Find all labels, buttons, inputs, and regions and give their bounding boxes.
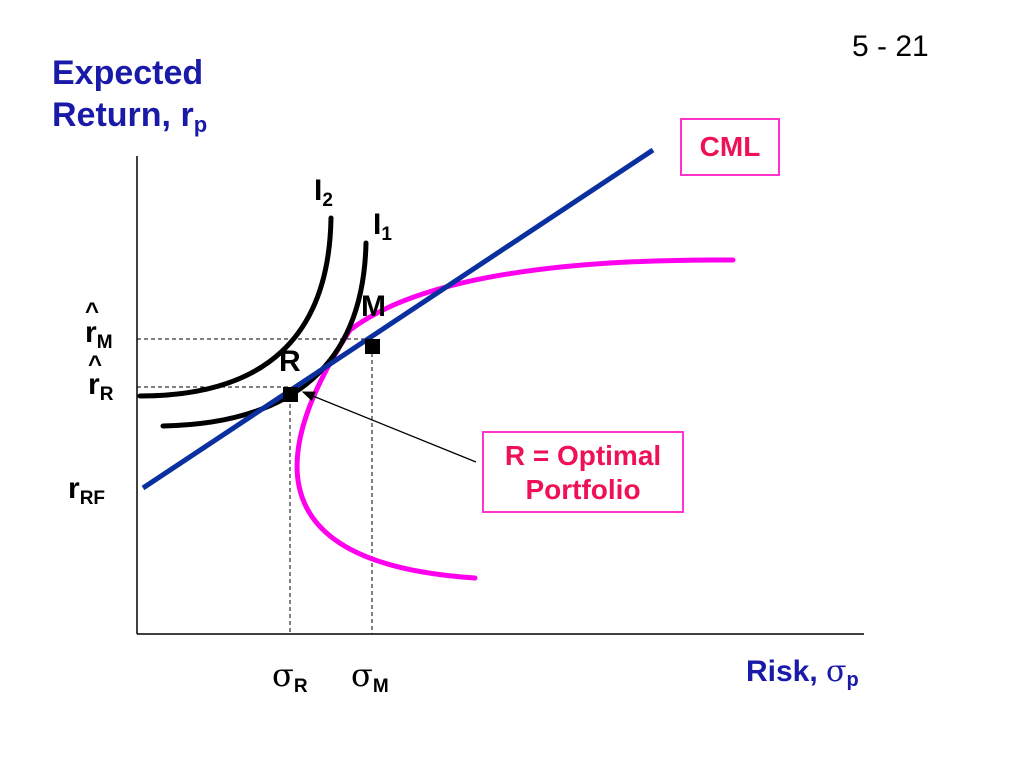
page-number: 5 - 21	[852, 30, 929, 63]
rm-label-main: r	[85, 316, 97, 349]
rm-hat: ^	[85, 298, 100, 325]
optimal-portfolio-line2: Portfolio	[525, 474, 641, 505]
point-r-marker	[283, 387, 298, 402]
rr-label-main: r	[88, 368, 100, 401]
y-axis-label-text: Return, r	[52, 96, 194, 134]
indifference-curve-i2	[137, 215, 334, 399]
i2-label: I2	[314, 174, 333, 211]
rrf-label-sub: RF	[79, 488, 106, 509]
x-axis-sigma: σ	[826, 654, 847, 689]
optimal-pointer-arrow	[301, 391, 477, 463]
sigma-r-label: σR	[272, 656, 308, 697]
y-axis-label-sub: p	[193, 112, 208, 137]
sigma-r-sub: R	[293, 676, 308, 697]
sigma-m-symbol: σ	[351, 656, 373, 694]
optimal-portfolio-box: R = Optimal Portfolio	[482, 431, 684, 513]
optimal-portfolio-line1: R = Optimal	[504, 440, 662, 471]
x-axis-label-text: Risk,	[746, 655, 827, 688]
y-axis-label-line1: Expected	[52, 54, 204, 92]
rr-label: rR	[88, 368, 114, 405]
rrf-label-main: r	[68, 472, 80, 505]
x-axis-label-sub: p	[846, 669, 859, 691]
point-m-label: M	[361, 290, 386, 323]
rm-label: rM	[85, 316, 113, 353]
x-axis-label: Risk, σp	[746, 654, 859, 691]
cml-line	[141, 147, 655, 491]
y-axis-label-line2: Return, rp	[52, 94, 207, 136]
i1-label-sub: 1	[381, 224, 392, 245]
rm-label-sub: M	[96, 332, 113, 353]
sigma-m-label: σM	[351, 656, 389, 697]
cml-label-box: CML	[680, 118, 780, 176]
i2-label-sub: 2	[322, 190, 333, 211]
i1-label-main: I	[373, 208, 382, 241]
indifference-curve-i1	[160, 240, 369, 429]
y-axis-label: Expected Return, rp	[52, 52, 207, 136]
sigma-m-sub: M	[372, 676, 389, 697]
rrf-label: rRF	[68, 472, 106, 509]
rr-label-sub: R	[99, 384, 114, 405]
point-r-label: R	[279, 345, 301, 378]
point-m-marker	[365, 339, 380, 354]
sigma-r-symbol: σ	[272, 656, 294, 694]
i1-label: I1	[373, 208, 392, 245]
rr-hat: ^	[88, 351, 103, 378]
i2-label-main: I	[314, 174, 323, 207]
